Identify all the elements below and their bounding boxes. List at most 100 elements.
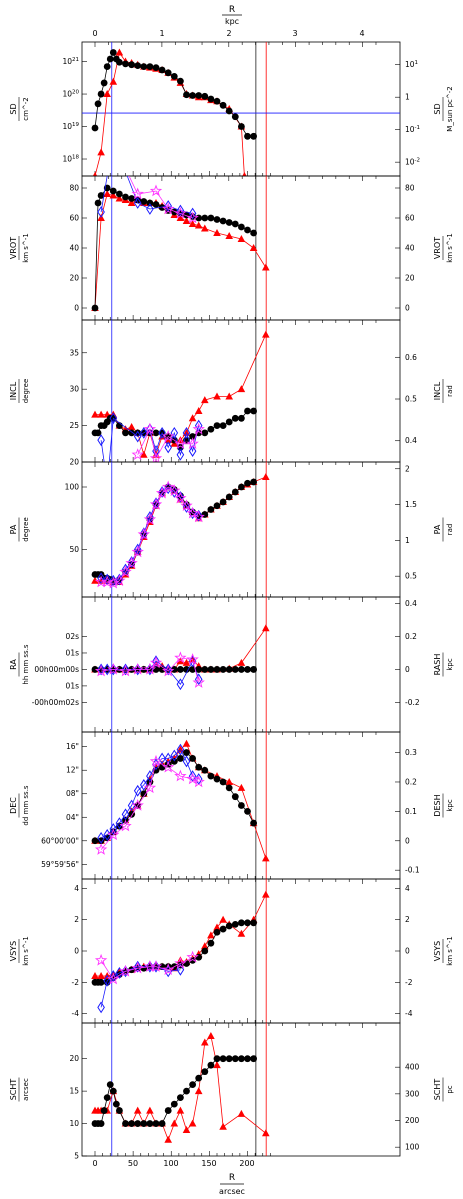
black-circle-marker (146, 199, 154, 207)
black-circle-marker (103, 1094, 111, 1102)
magenta-star-marker (162, 963, 175, 976)
left-axis-title: SCHT arcsec (9, 1077, 30, 1102)
black-circle-marker (91, 666, 99, 673)
y-tick-label-right: 0 (405, 665, 410, 674)
blue-diamond-marker (97, 1001, 105, 1014)
blue-diamond-marker (152, 497, 160, 510)
panel-sd: 1018 1019 1020 1021 10-2 10-1 1 101 SD cm^-2 SD M_s… (9, 41, 454, 177)
black-circle-marker (250, 919, 257, 927)
magenta-star-marker (155, 486, 169, 499)
magenta-star-marker (174, 437, 187, 450)
y-tick-label-left: 04" (66, 813, 79, 822)
magenta-star-marker (137, 528, 150, 540)
black-circle-marker (219, 666, 227, 673)
black-circle-marker (201, 92, 209, 100)
blue-diamond-marker (194, 419, 203, 432)
top-axis: R kpc 0 1 2 3 4 (92, 5, 364, 38)
y-tick-label-right: 200 (405, 1116, 420, 1125)
y-tick-label-right: -0.1 (405, 866, 420, 875)
panel-frame (81, 461, 401, 598)
blue-diamond-marker (164, 663, 172, 676)
black-circle-marker (231, 666, 239, 673)
black-circle-marker (201, 666, 209, 673)
black-circle-marker (152, 64, 160, 72)
black-circle-marker (183, 666, 190, 673)
magenta-star-marker (131, 545, 144, 558)
magenta-star-marker (174, 491, 187, 504)
y-tick-label-left: 01s (66, 648, 80, 657)
black-circle-marker (225, 418, 233, 426)
black-circle-marker (250, 1055, 257, 1063)
black-series-line (94, 187, 254, 309)
panel-plot-area (91, 1023, 270, 1156)
black-circle-marker (146, 1120, 154, 1127)
red-triangle-marker (164, 1135, 172, 1143)
red-triangle-marker (207, 931, 215, 939)
y-tick-label-right: -4 (405, 1009, 413, 1018)
bottom-axis-unit: arcsec (219, 1187, 245, 1196)
red-triangle-marker (97, 972, 105, 980)
y-tick-label-left: 30 (69, 385, 79, 394)
right-axis-unit: M_sun pc^-2 (446, 86, 454, 131)
black-circle-marker (189, 956, 197, 964)
right-axis-name: VROT (433, 237, 442, 259)
red-triangle-marker (213, 229, 221, 236)
black-circle-marker (189, 666, 197, 673)
magenta-star-marker (113, 574, 126, 586)
blue-diamond-marker (121, 663, 130, 676)
blue-diamond-marker (97, 434, 105, 447)
right-axis-name: PA (433, 524, 442, 534)
y-tick-label-left: 00h00m00s (34, 665, 79, 674)
red-triangle-marker (91, 972, 99, 980)
y-tick-label-left: -4 (72, 1009, 80, 1018)
magenta-star-marker (94, 664, 108, 677)
black-circle-marker (177, 755, 184, 762)
left-axis-name: INCL (9, 381, 18, 400)
red-triangle-marker (103, 190, 111, 197)
red-triangle-marker (182, 217, 191, 224)
blue-diamond-marker (176, 678, 185, 691)
y-tick-label-left: 60 (69, 214, 79, 223)
magenta-series-line (100, 760, 199, 850)
red-triangle-marker (182, 1126, 191, 1134)
magenta-star-marker (131, 961, 144, 974)
blue-diamond-marker (176, 963, 185, 976)
red-triangle-marker (103, 90, 111, 98)
right-axis-name: SD (433, 103, 442, 114)
black-circle-marker (195, 1074, 203, 1082)
red-triangle-marker (97, 148, 105, 156)
bottom-tick-label-3: 150 (201, 1159, 216, 1168)
black-circle-marker (238, 802, 245, 809)
black-circle-marker (116, 190, 123, 198)
black-circle-marker (140, 198, 148, 205)
black-circle-marker (207, 939, 215, 947)
black-circle-marker (213, 97, 221, 105)
black-circle-marker (122, 429, 129, 437)
panel-vsys: -4 -2 0 2 4 -4 -2 0 2 4 VSYS km s^-1 VSYS km s^-1 (9, 878, 454, 1024)
blue-diamond-marker (133, 197, 142, 209)
y-tick-label-right: 1.5 (405, 500, 417, 509)
black-circle-marker (244, 1055, 251, 1063)
red-triangle-marker (242, 172, 247, 176)
black-circle-marker (250, 407, 257, 415)
y-tick-label-left: 1018 (62, 155, 79, 164)
black-circle-marker (231, 920, 239, 928)
magenta-star-marker (119, 964, 132, 977)
black-circle-marker (109, 49, 117, 56)
black-circle-marker (158, 204, 166, 211)
right-axis-title: SD M_sun pc^-2 (433, 86, 454, 131)
black-circle-marker (97, 90, 105, 98)
blue-diamond-marker (97, 206, 105, 218)
black-circle-marker (103, 63, 111, 70)
red-triangle-marker (207, 1031, 215, 1039)
magenta-series-line (100, 956, 193, 980)
blue-diamond-marker (158, 486, 166, 498)
y-tick-label-right: 0.5 (405, 395, 417, 404)
y-tick-label-right: 0.4 (405, 599, 417, 608)
black-circle-marker (177, 77, 184, 85)
black-circle-marker (195, 92, 203, 99)
red-triangle-marker (213, 923, 221, 931)
magenta-star-marker (192, 422, 205, 435)
magenta-star-marker (107, 662, 120, 675)
